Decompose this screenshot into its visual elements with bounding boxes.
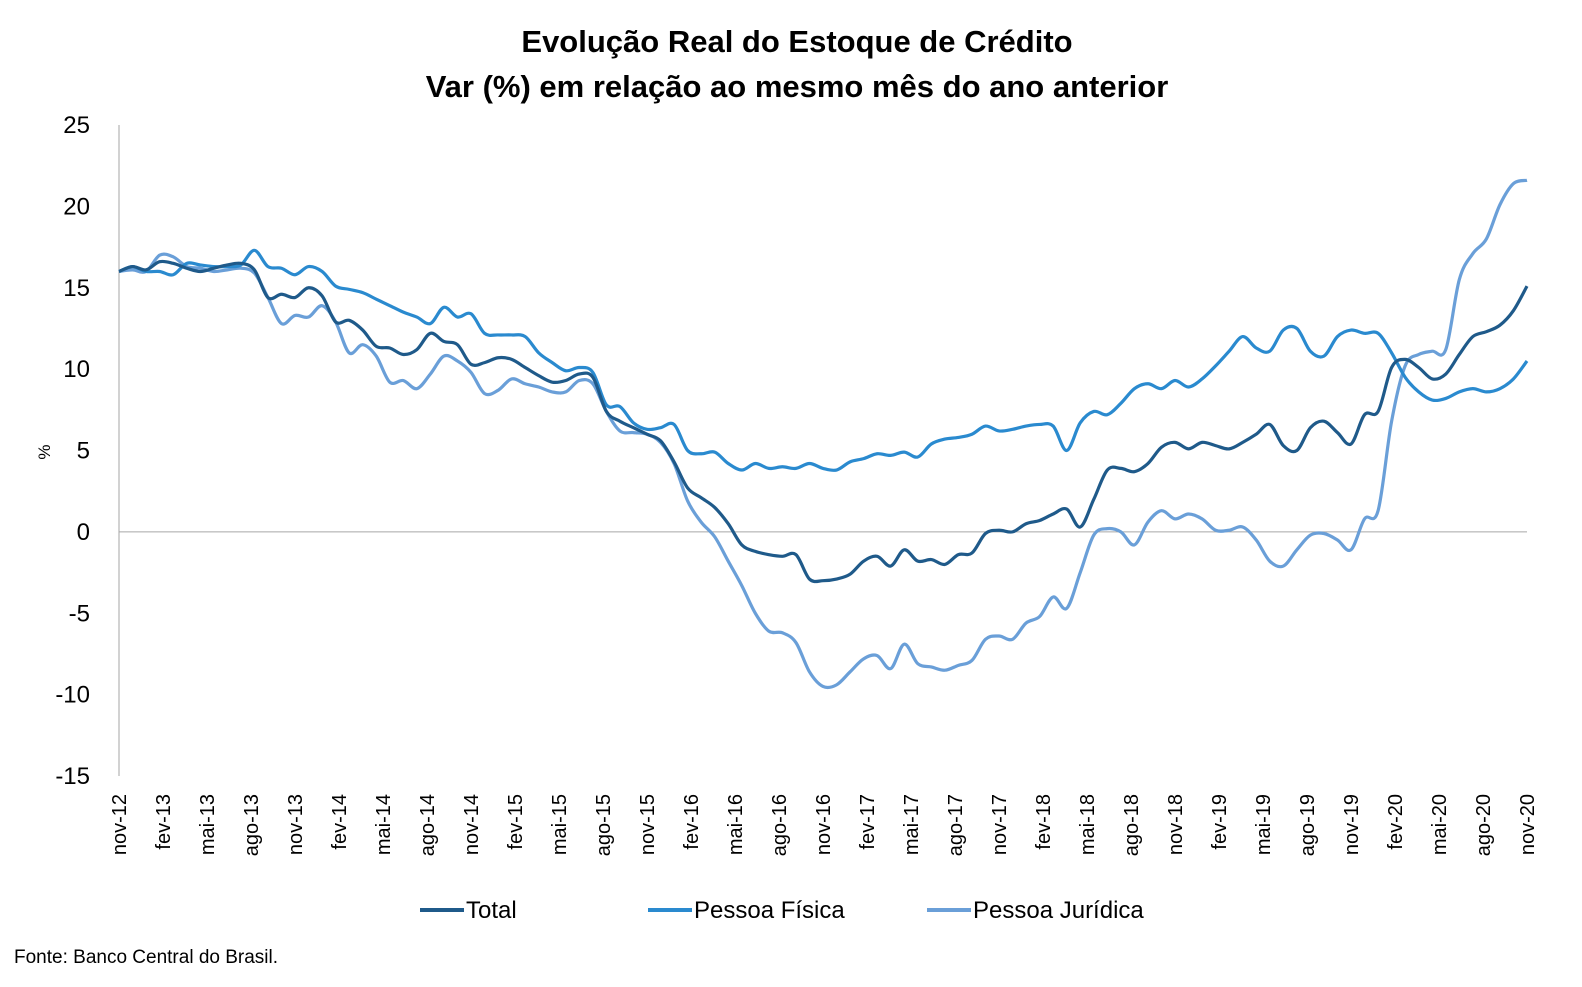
series-lines xyxy=(118,178,1529,690)
x-tick-label: fev-19 xyxy=(1209,794,1231,850)
x-tick-label: ago-18 xyxy=(1121,794,1143,856)
legend-label: Pessoa Jurídica xyxy=(973,897,1144,924)
series-line-total xyxy=(118,259,1529,584)
x-tick-label: ago-16 xyxy=(769,794,791,856)
y-tick-label: 20 xyxy=(63,193,90,220)
y-tick-labels: 25 20 15 10 5 0 -5 -10 -15 xyxy=(55,112,90,790)
x-tick-label: nov-17 xyxy=(989,794,1011,855)
x-tick-label: mai-16 xyxy=(725,794,747,855)
y-tick-label: -15 xyxy=(55,763,90,790)
x-tick-label: nov-13 xyxy=(285,794,307,855)
chart-subtitle: Var (%) em relação ao mesmo mês do ano a… xyxy=(426,69,1169,104)
x-tick-label: nov-14 xyxy=(461,794,483,855)
chart-title: Evolução Real do Estoque de Crédito xyxy=(521,24,1072,59)
y-tick-label: 10 xyxy=(63,356,90,383)
x-tick-label: mai-19 xyxy=(1253,794,1275,855)
x-tick-label: fev-13 xyxy=(153,794,175,850)
x-tick-label: fev-18 xyxy=(1033,794,1055,850)
y-tick-label: 15 xyxy=(63,275,90,302)
legend: Total Pessoa Física Pessoa Jurídica xyxy=(420,897,1144,924)
y-tick-label: 25 xyxy=(63,112,90,139)
y-tick-label: 0 xyxy=(77,519,90,546)
y-tick-label: -10 xyxy=(55,682,90,709)
x-tick-label: mai-18 xyxy=(1077,794,1099,855)
legend-label: Total xyxy=(466,897,517,924)
x-tick-label: mai-15 xyxy=(549,794,571,855)
x-tick-label: nov-19 xyxy=(1341,794,1363,855)
legend-item: Pessoa Física xyxy=(648,897,845,924)
series-line-pessoa-fisica xyxy=(118,248,1529,472)
x-tick-label: fev-16 xyxy=(681,794,703,850)
x-tick-label: ago-20 xyxy=(1473,794,1495,856)
x-tick-label: mai-20 xyxy=(1429,794,1451,855)
x-tick-label: nov-20 xyxy=(1517,794,1539,855)
y-axis-label: % xyxy=(35,444,54,459)
x-tick-label: ago-19 xyxy=(1297,794,1319,856)
legend-label: Pessoa Física xyxy=(694,897,845,924)
x-tick-labels: nov-12 fev-13 mai-13 ago-13 nov-13 fev-14 mai-… xyxy=(109,794,1539,856)
x-tick-label: nov-15 xyxy=(637,794,659,855)
x-tick-label: ago-17 xyxy=(945,794,967,856)
series-line-pessoa-juridica xyxy=(118,178,1528,690)
x-tick-label: fev-15 xyxy=(505,794,527,850)
y-tick-label: -5 xyxy=(69,600,90,627)
x-tick-label: mai-17 xyxy=(901,794,923,855)
x-tick-label: ago-15 xyxy=(593,794,615,856)
legend-item: Total xyxy=(420,897,517,924)
x-tick-label: nov-18 xyxy=(1165,794,1187,855)
x-tick-label: nov-12 xyxy=(109,794,131,855)
x-tick-label: ago-14 xyxy=(417,794,439,856)
y-tick-label: 5 xyxy=(77,438,90,465)
x-tick-label: mai-13 xyxy=(197,794,219,855)
x-tick-label: fev-17 xyxy=(857,794,879,850)
legend-item: Pessoa Jurídica xyxy=(927,897,1144,924)
x-tick-label: fev-20 xyxy=(1385,794,1407,850)
x-tick-label: nov-16 xyxy=(813,794,835,855)
x-tick-label: ago-13 xyxy=(241,794,263,856)
x-tick-label: mai-14 xyxy=(373,794,395,855)
x-tick-label: fev-14 xyxy=(329,794,351,850)
source-note: Fonte: Banco Central do Brasil. xyxy=(14,947,278,968)
